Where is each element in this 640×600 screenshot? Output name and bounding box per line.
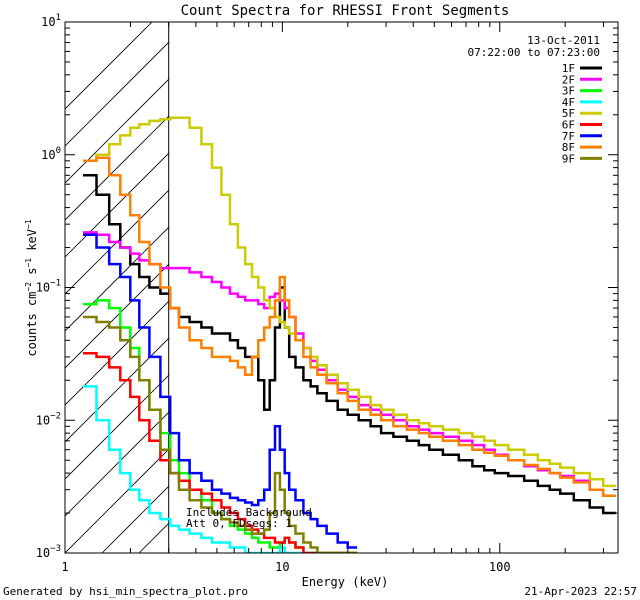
hatch-line [398, 0, 640, 553]
legend-label-6f: 6F [562, 119, 575, 132]
x-tick-label: 1 [61, 560, 68, 574]
hatch-line [65, 189, 169, 295]
hatch-line [287, 0, 640, 553]
x-tick-label: 100 [489, 560, 511, 574]
y-axis-label-exp2: −1 [24, 258, 33, 268]
hatch-line [65, 152, 169, 258]
series-line-6f [83, 351, 358, 553]
series-layer [83, 116, 616, 553]
time-range-label: 07:22:00 to 07:23:00 [468, 46, 600, 59]
legend-label-7f: 7F [562, 130, 575, 143]
y-axis-label-s: s [25, 268, 39, 282]
y-axis-label-exp3: −1 [24, 219, 33, 229]
series-line-9f [83, 315, 358, 553]
hatch-line [583, 0, 640, 553]
hatch-line [65, 78, 169, 184]
x-axis-label: Energy (keV) [302, 575, 389, 589]
y-axis-label-kev: keV [25, 229, 39, 258]
hatch-line [65, 448, 169, 553]
y-axis-label-counts: counts cm [25, 292, 39, 357]
series-line-8f [83, 156, 616, 497]
hatch-line [65, 374, 169, 480]
hatch-line [213, 0, 640, 553]
hatch-line [620, 0, 640, 553]
background-note: Includes Background [186, 506, 312, 519]
hatch-line [101, 485, 169, 553]
legend-label-8f: 8F [562, 141, 575, 154]
legend-label-4f: 4F [562, 96, 575, 109]
hatch-line [472, 0, 640, 553]
series-line-7f [83, 233, 358, 549]
hatch-line [65, 226, 169, 332]
legend-label-3f: 3F [562, 85, 575, 98]
hatch-line [65, 411, 169, 517]
x-tick-label: 10 [275, 560, 289, 574]
hatch-line [65, 337, 169, 443]
y-tick-label: 100 [41, 146, 61, 162]
hatch-line [250, 0, 640, 553]
legend-label-9f: 9F [562, 152, 575, 165]
y-tick-label: 101 [41, 13, 61, 29]
y-tick-label: 10−2 [36, 411, 61, 427]
chart-title: Count Spectra for RHESSI Front Segments [181, 3, 510, 19]
y-tick-label: 10−1 [36, 279, 61, 295]
legend-label-2f: 2F [562, 73, 575, 86]
y-axis-label-exp1: −2 [24, 282, 33, 292]
hatch-line [65, 300, 169, 406]
date-label: 13-Oct-2011 [527, 34, 600, 47]
axes: 1 10 100 10−3 10−2 10−1 100 101 [36, 13, 618, 574]
attenuator-note: Att 0, FDsegs: 1 [186, 517, 292, 530]
series-line-5f [83, 116, 616, 488]
hatch-line [361, 0, 640, 553]
hatch-line [324, 0, 640, 553]
generated-by-label: Generated by hsi_min_spectra_plot.pro [3, 585, 248, 598]
series-line-2f [83, 231, 616, 497]
y-axis-label: counts cm−2 s−1 keV−1 [24, 219, 39, 356]
legend-label-1f: 1F [562, 62, 575, 75]
timestamp-label: 21-Apr-2023 22:57 [524, 585, 637, 598]
legend-label-5f: 5F [562, 107, 575, 120]
plot-frame [64, 21, 619, 554]
hatch-line [546, 0, 640, 553]
y-tick-label: 10−3 [36, 544, 61, 560]
hatch-line [65, 115, 169, 221]
